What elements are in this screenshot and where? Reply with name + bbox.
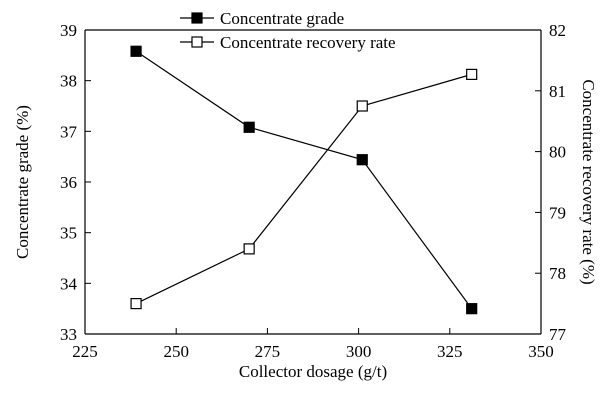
legend-marker [191, 12, 203, 24]
x-axis-title: Collector dosage (g/t) [239, 362, 387, 381]
data-point-recovery [356, 100, 368, 112]
legend-label: Concentrate recovery rate [220, 33, 396, 52]
legend-label: Concentrate grade [220, 9, 344, 28]
y-left-tick-label: 33 [60, 325, 77, 344]
x-tick-label: 350 [528, 342, 554, 361]
data-point-grade [243, 121, 255, 133]
x-tick-label: 225 [72, 342, 98, 361]
series-line-2 [135, 73, 472, 305]
y-left-tick-label: 36 [60, 173, 77, 192]
y-left-tick-label: 37 [60, 122, 78, 141]
y-left-tick-label: 35 [60, 224, 77, 243]
y-left-tick-label: 38 [60, 72, 77, 91]
legend-marker [191, 36, 203, 48]
y-left-tick-label: 34 [60, 274, 78, 293]
data-point-recovery [243, 243, 255, 255]
y-right-tick-label: 79 [549, 203, 566, 222]
data-point-grade [356, 154, 368, 166]
x-tick-label: 325 [437, 342, 463, 361]
x-tick-label: 300 [346, 342, 372, 361]
data-point-grade [466, 303, 478, 315]
y-right-tick-label: 80 [549, 143, 566, 162]
y-right-tick-label: 81 [549, 82, 566, 101]
x-tick-label: 250 [163, 342, 189, 361]
data-point-grade [130, 45, 142, 57]
y-left-tick-label: 39 [60, 21, 77, 40]
y-right-tick-label: 77 [549, 325, 567, 344]
y-right-tick-label: 78 [549, 264, 566, 283]
y-left-axis-title: Concentrate grade (%) [13, 105, 32, 259]
y-right-axis-title: Concentrate recovery rate (%) [579, 79, 598, 284]
y-right-tick-label: 82 [549, 21, 566, 40]
data-point-recovery [130, 298, 142, 310]
x-tick-label: 275 [255, 342, 281, 361]
data-point-recovery [466, 68, 478, 80]
series-line-1 [135, 50, 473, 310]
